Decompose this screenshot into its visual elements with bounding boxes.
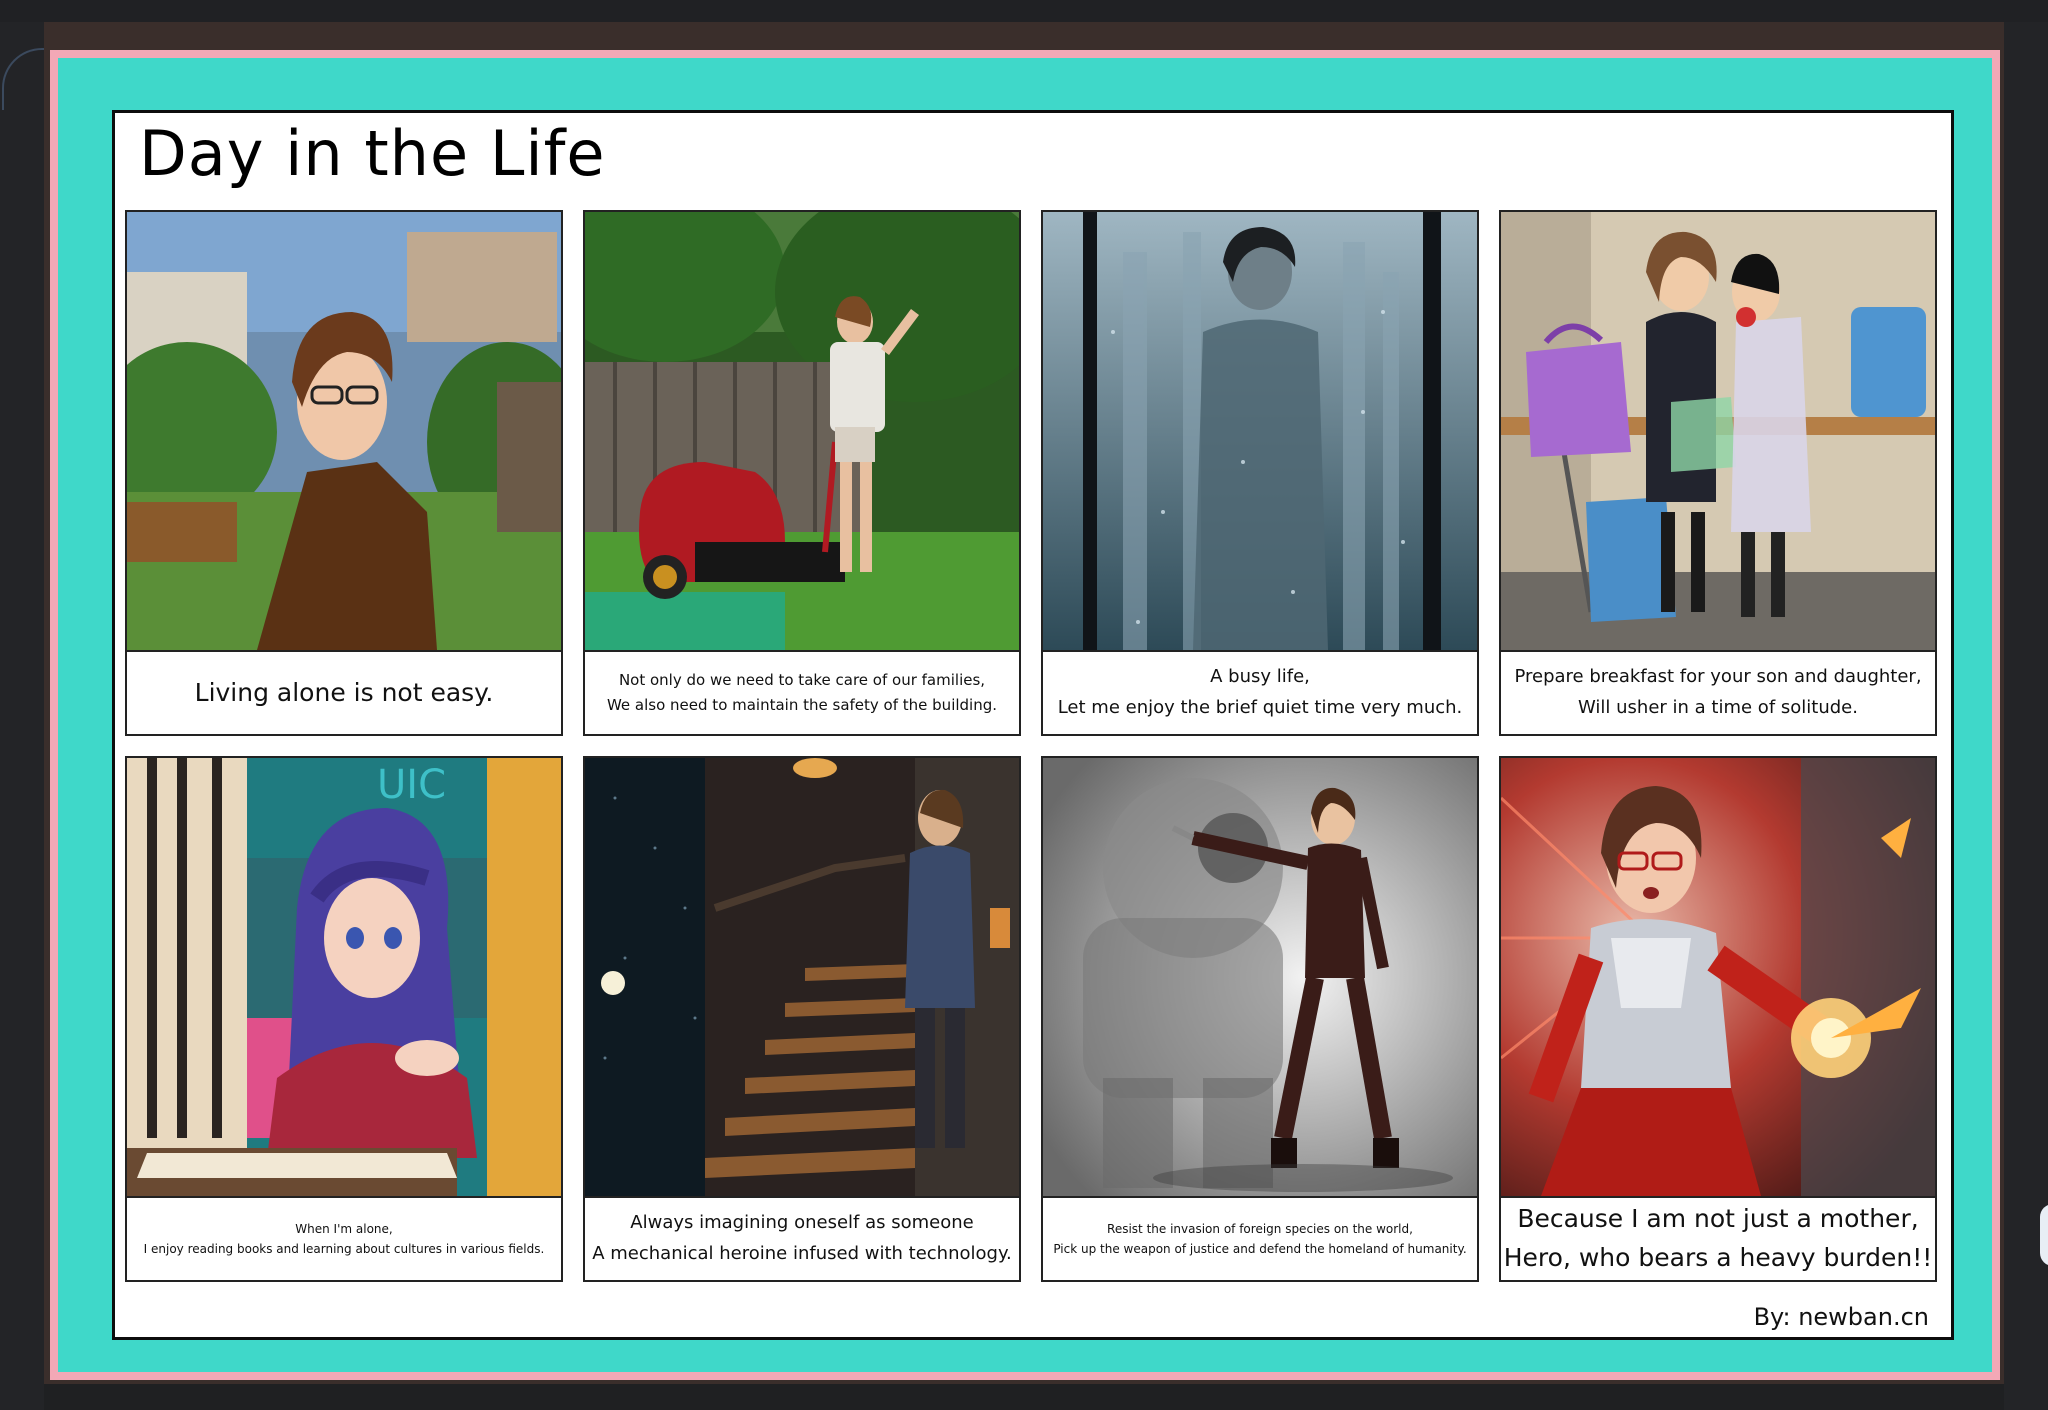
panel-6-image — [585, 758, 1019, 1198]
panel-5-caption-line-1: When I'm alone, — [295, 1221, 393, 1236]
panel-4-caption-line-1: Prepare breakfast for your son and daugh… — [1514, 666, 1922, 688]
comic-panel-4[interactable]: Prepare breakfast for your son and daugh… — [1499, 210, 1937, 736]
comic-panel-8[interactable]: Because I am not just a mother, Hero, wh… — [1499, 756, 1937, 1282]
panel-3-caption-line-2: Let me enjoy the brief quiet time very m… — [1057, 697, 1463, 718]
panel-7-image — [1043, 758, 1477, 1198]
panel-6-caption: Always imagining oneself as someone A me… — [585, 1198, 1019, 1280]
panel-7-caption: Resist the invasion of foreign species o… — [1043, 1198, 1477, 1280]
comic-panel-2[interactable]: Not only do we need to take care of our … — [583, 210, 1021, 736]
panel-2-caption: Not only do we need to take care of our … — [585, 652, 1019, 734]
storyboard-background: Day in the Life — [58, 58, 1992, 1372]
comic-panel-3[interactable]: A busy life, Let me enjoy the brief quie… — [1041, 210, 1479, 736]
panel-7-caption-line-2: Pick up the weapon of justice and defend… — [1053, 1242, 1467, 1256]
storyboard-title: Day in the Life — [139, 117, 606, 190]
panel-8-caption-line-1: Because I am not just a mother, — [1517, 1204, 1919, 1234]
panel-3-image — [1043, 212, 1477, 652]
panel-4-caption-line-2: Will usher in a time of solitude. — [1578, 697, 1858, 718]
author-credit: By: newban.cn — [1753, 1303, 1929, 1331]
comic-panel-1[interactable]: Living alone is not easy. — [125, 210, 563, 736]
panel-2-caption-line-2: We also need to maintain the safety of t… — [606, 696, 998, 714]
comic-panel-6[interactable]: Always imagining oneself as someone A me… — [583, 756, 1021, 1282]
comic-panel-5[interactable]: UIC When I'm alone, I enjoy readin — [125, 756, 563, 1282]
panel-2-caption-line-1: Not only do we need to take care of our … — [618, 670, 986, 689]
scroll-handle[interactable] — [2040, 1204, 2048, 1266]
panel-6-caption-line-2: A mechanical heroine infused with techno… — [592, 1243, 1012, 1264]
panel-1-caption-line-1: Living alone is not easy. — [194, 677, 494, 707]
panel-3-caption-line-1: A busy life, — [1210, 666, 1310, 688]
panel-1-caption: Living alone is not easy. — [127, 652, 561, 734]
panel-8-caption-line-2: Hero, who bears a heavy burden!! — [1503, 1243, 1933, 1272]
comic-panel-7[interactable]: Resist the invasion of foreign species o… — [1041, 756, 1479, 1282]
panel-8-image — [1501, 758, 1935, 1198]
storyboard-canvas[interactable]: Day in the Life — [50, 50, 2000, 1380]
panel-2-image — [585, 212, 1019, 652]
panel-1-image — [127, 212, 561, 652]
storyboard-sheet[interactable]: Day in the Life — [112, 110, 1954, 1340]
left-sidebar-edge — [0, 22, 44, 1410]
panel-5-caption-line-2: I enjoy reading books and learning about… — [143, 1242, 545, 1256]
panel-5-caption: When I'm alone, I enjoy reading books an… — [127, 1198, 561, 1280]
panel-6-caption-line-1: Always imagining oneself as someone — [630, 1212, 974, 1234]
svg-text:UIC: UIC — [377, 762, 446, 808]
panel-4-image — [1501, 212, 1935, 652]
app-top-bar — [0, 0, 2048, 22]
panel-7-caption-line-1: Resist the invasion of foreign species o… — [1107, 1221, 1413, 1236]
sidebar-curve-decoration — [2, 48, 44, 110]
panel-3-caption: A busy life, Let me enjoy the brief quie… — [1043, 652, 1477, 734]
panel-4-caption: Prepare breakfast for your son and daugh… — [1501, 652, 1935, 734]
panel-5-image: UIC — [127, 758, 561, 1198]
right-sidebar-edge — [2004, 22, 2048, 1410]
panel-8-caption: Because I am not just a mother, Hero, wh… — [1501, 1198, 1935, 1280]
